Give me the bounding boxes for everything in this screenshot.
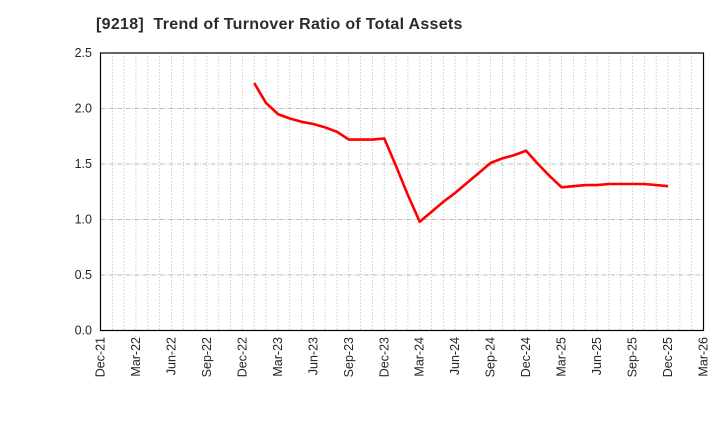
x-tick-label: Mar-22 <box>129 337 143 377</box>
x-tick-label: Mar-23 <box>271 337 285 377</box>
x-tick-label: Sep-25 <box>626 337 640 377</box>
x-tick-label: Jun-24 <box>448 337 462 375</box>
x-tick-label: Dec-25 <box>661 337 675 377</box>
x-tick-label: Sep-24 <box>484 337 498 377</box>
x-tick-label: Sep-22 <box>200 337 214 377</box>
x-tick-label: Jun-23 <box>306 337 320 375</box>
x-tick-label: Dec-23 <box>377 337 391 377</box>
x-tick-label: Dec-22 <box>235 337 249 377</box>
x-tick-label: Mar-26 <box>697 337 711 377</box>
x-tick-label: Jun-25 <box>590 337 604 375</box>
y-tick-label: 0.5 <box>75 268 92 282</box>
x-tick-label: Sep-23 <box>342 337 356 377</box>
y-tick-label: 0.0 <box>75 324 92 338</box>
x-tick-label: Dec-24 <box>519 337 533 377</box>
chart-title: [9218] Trend of Turnover Ratio of Total … <box>96 16 463 33</box>
series-line <box>253 82 669 223</box>
y-tick-label: 1.5 <box>75 157 92 171</box>
plot-frame <box>99 52 705 332</box>
x-tick-label: Jun-22 <box>164 337 178 375</box>
y-tick-label: 2.0 <box>75 102 92 116</box>
x-tick-label: Mar-24 <box>413 337 427 377</box>
x-tick-label: Dec-21 <box>94 337 108 377</box>
x-tick-label: Mar-25 <box>555 337 569 377</box>
y-tick-label: 2.5 <box>75 46 92 60</box>
y-tick-label: 1.0 <box>75 213 92 227</box>
